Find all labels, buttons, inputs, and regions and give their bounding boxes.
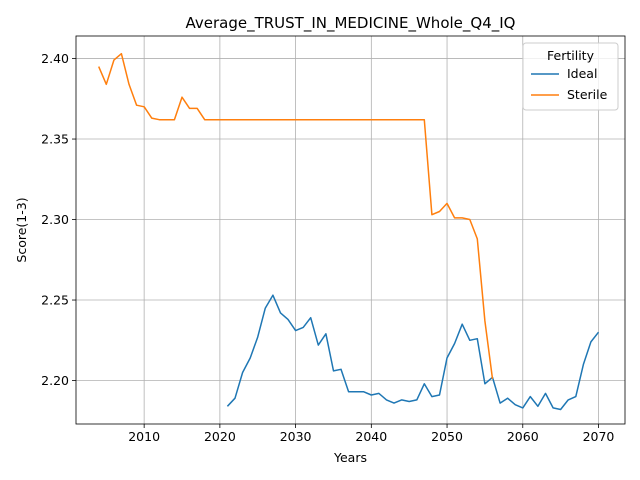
y-tick-label: 2.40 [41, 51, 69, 66]
x-axis-ticks: 2010 2020 2030 2040 2050 2060 2070 [128, 424, 614, 444]
y-axis-label: Score(1-3) [14, 197, 29, 262]
y-tick-label: 2.20 [41, 373, 69, 388]
y-tick-label: 2.30 [41, 212, 69, 227]
y-axis-ticks: 2.20 2.25 2.30 2.35 2.40 [41, 51, 76, 388]
series-line-sterile [98, 52, 494, 379]
legend-title: Fertility [547, 48, 595, 63]
x-tick-label: 2020 [204, 429, 236, 444]
chart-title: Average_TRUST_IN_MEDICINE_Whole_Q4_IQ [186, 14, 516, 33]
x-axis-label: Years [333, 450, 367, 465]
series-line-ideal [226, 294, 600, 411]
legend: Fertility Ideal Sterile [522, 42, 619, 111]
grid-lines [76, 36, 625, 424]
y-tick-label: 2.25 [41, 293, 69, 308]
x-tick-label: 2070 [583, 429, 615, 444]
legend-label-sterile: Sterile [567, 87, 608, 102]
x-tick-label: 2050 [431, 429, 463, 444]
x-tick-label: 2010 [128, 429, 160, 444]
x-tick-label: 2040 [355, 429, 387, 444]
legend-box [522, 42, 619, 111]
plot-area-frame [75, 35, 626, 425]
x-tick-label: 2060 [507, 429, 539, 444]
y-tick-label: 2.35 [41, 132, 69, 147]
series-lines [98, 52, 600, 411]
x-tick-label: 2030 [280, 429, 312, 444]
legend-label-ideal: Ideal [567, 66, 597, 81]
legend-entries: Ideal Sterile [531, 66, 608, 102]
